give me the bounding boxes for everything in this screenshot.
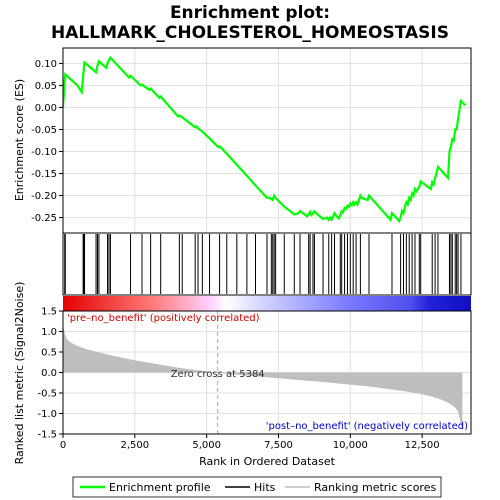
es-y-tick-label: 0.00 (35, 103, 57, 114)
metric-y-tick-label: -0.5 (37, 389, 57, 400)
positive-correlation-label: 'pre–no_benefit' (positively correlated) (67, 313, 260, 324)
es-y-tick-label: 0.05 (35, 81, 57, 92)
es-y-tick-label: -0.20 (31, 191, 57, 202)
ranking-metric-area (63, 315, 463, 432)
zero-cross-label: Zero cross at 5384 (171, 369, 265, 380)
legend-label-hits: Hits (254, 481, 276, 494)
es-y-tick-label: -0.15 (31, 169, 57, 180)
x-tick-label: 7,500 (264, 440, 293, 451)
legend-label-enrichment: Enrichment profile (109, 481, 211, 494)
es-panel: 0.10 0.05 0.00 -0.05 -0.10 -0.15 -0.20 -0.25 (31, 47, 472, 234)
chart-title-line1: Enrichment plot: (170, 3, 330, 23)
es-plot-area (63, 48, 471, 233)
legend: Enrichment profile Hits Ranking metric s… (72, 476, 442, 498)
x-tick-label: 2,500 (121, 440, 150, 451)
x-tick-label: 10,000 (333, 440, 368, 451)
metric-y-tick-label: 1.5 (41, 307, 57, 318)
metric-plot-frame (62, 310, 472, 435)
metric-y-axis-label: Ranked list metric (Signal2Noise) (13, 282, 26, 465)
x-axis-label: Rank in Ordered Dataset (199, 455, 336, 468)
metric-y-tick-label: 0.0 (41, 368, 57, 379)
metric-panel: 1.5 1.0 0.5 0.0 -0.5 -1.0 -1.5 'pre–no_benefit… (37, 307, 472, 441)
es-y-axis-label: Enrichment score (ES) (13, 79, 26, 201)
metric-y-tick-label: -1.0 (37, 409, 57, 420)
es-y-tick-label: -0.05 (31, 125, 57, 136)
es-y-tick-label: -0.25 (31, 213, 57, 224)
metric-y-tick-label: -1.5 (37, 430, 57, 441)
rank-heat-bar (63, 296, 471, 311)
hits-panel (62, 232, 472, 296)
chart-title-line2: HALLMARK_CHOLESTEROL_HOMEOSTASIS (51, 23, 449, 43)
es-y-tick-label: 0.10 (35, 59, 57, 70)
metric-y-tick-label: 1.0 (41, 327, 57, 338)
es-y-tick-label: -0.10 (31, 147, 57, 158)
legend-label-metric: Ranking metric scores (314, 481, 436, 494)
enrichment-profile-line (63, 55, 467, 224)
x-tick-label: 12,500 (405, 440, 440, 451)
metric-y-tick-label: 0.5 (41, 348, 57, 359)
legend-box (72, 476, 442, 498)
x-tick-label: 0 (60, 440, 66, 451)
x-tick-label: 5,000 (192, 440, 221, 451)
negative-correlation-label: 'post–no_benefit' (negatively correlated… (266, 421, 468, 432)
